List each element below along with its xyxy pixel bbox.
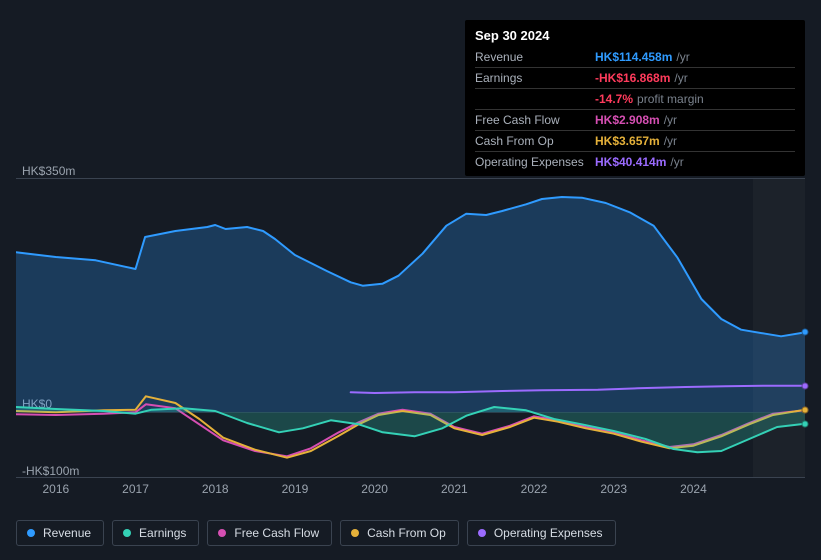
chart-svg bbox=[16, 179, 805, 479]
series-end-marker bbox=[802, 406, 809, 413]
tooltip-label bbox=[475, 89, 595, 110]
tooltip-value: HK$3.657m/yr bbox=[595, 131, 795, 152]
tooltip-value: HK$114.458m/yr bbox=[595, 47, 795, 68]
series-area bbox=[16, 197, 805, 412]
chart-plot[interactable] bbox=[16, 178, 805, 478]
legend-item[interactable]: Revenue bbox=[16, 520, 104, 546]
x-axis-tick: 2023 bbox=[600, 482, 627, 496]
legend-label: Free Cash Flow bbox=[234, 526, 319, 540]
x-axis-tick: 2016 bbox=[42, 482, 69, 496]
tooltip-row: Earnings-HK$16.868m/yr bbox=[475, 68, 795, 89]
legend-label: Revenue bbox=[43, 526, 91, 540]
legend-dot-icon bbox=[478, 529, 486, 537]
x-axis-tick: 2021 bbox=[441, 482, 468, 496]
tooltip-date: Sep 30 2024 bbox=[475, 26, 795, 47]
x-axis-tick: 2020 bbox=[361, 482, 388, 496]
legend-item[interactable]: Free Cash Flow bbox=[207, 520, 332, 546]
legend-dot-icon bbox=[27, 529, 35, 537]
tooltip-label: Earnings bbox=[475, 68, 595, 89]
tooltip-row: RevenueHK$114.458m/yr bbox=[475, 47, 795, 68]
tooltip-label: Free Cash Flow bbox=[475, 110, 595, 131]
x-axis-tick: 2019 bbox=[282, 482, 309, 496]
legend-label: Earnings bbox=[139, 526, 186, 540]
chart-tooltip: Sep 30 2024 RevenueHK$114.458m/yrEarning… bbox=[465, 20, 805, 176]
tooltip-label: Revenue bbox=[475, 47, 595, 68]
legend-item[interactable]: Earnings bbox=[112, 520, 199, 546]
legend-label: Operating Expenses bbox=[494, 526, 603, 540]
legend: Revenue Earnings Free Cash Flow Cash From O… bbox=[16, 520, 616, 546]
legend-item[interactable]: Cash From Op bbox=[340, 520, 459, 546]
x-axis-tick: 2024 bbox=[680, 482, 707, 496]
x-axis-tick: 2022 bbox=[521, 482, 548, 496]
series-end-marker bbox=[802, 329, 809, 336]
tooltip-row: -14.7%profit margin bbox=[475, 89, 795, 110]
tooltip-value: -HK$16.868m/yr bbox=[595, 68, 795, 89]
x-axis-tick: 2018 bbox=[202, 482, 229, 496]
legend-dot-icon bbox=[218, 529, 226, 537]
legend-dot-icon bbox=[123, 529, 131, 537]
tooltip-table: RevenueHK$114.458m/yrEarnings-HK$16.868m… bbox=[475, 47, 795, 172]
tooltip-label: Cash From Op bbox=[475, 131, 595, 152]
series-end-marker bbox=[802, 382, 809, 389]
tooltip-row: Free Cash FlowHK$2.908m/yr bbox=[475, 110, 795, 131]
x-axis: 2016 2017 2018 2019 2020 2021 2022 2023 2024 bbox=[16, 482, 805, 500]
series-end-marker bbox=[802, 420, 809, 427]
legend-item[interactable]: Operating Expenses bbox=[467, 520, 616, 546]
tooltip-value: -14.7%profit margin bbox=[595, 89, 795, 110]
financial-chart-panel: Sep 30 2024 RevenueHK$114.458m/yrEarning… bbox=[0, 0, 821, 560]
legend-label: Cash From Op bbox=[367, 526, 446, 540]
tooltip-value: HK$2.908m/yr bbox=[595, 110, 795, 131]
legend-dot-icon bbox=[351, 529, 359, 537]
x-axis-tick: 2017 bbox=[122, 482, 149, 496]
tooltip-row: Cash From OpHK$3.657m/yr bbox=[475, 131, 795, 152]
chart-area: HK$350mHK$0-HK$100m 20162017201820192020… bbox=[16, 160, 805, 500]
y-axis-label: HK$350m bbox=[22, 164, 75, 178]
